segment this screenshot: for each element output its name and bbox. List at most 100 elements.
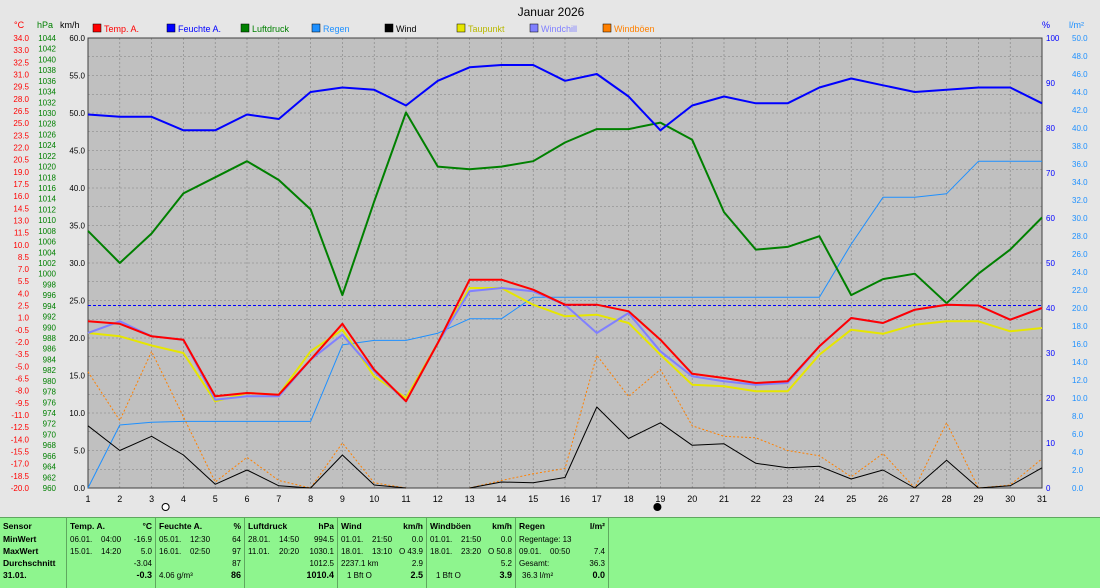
rain-tick-label: 50.0 — [1072, 34, 1088, 43]
x-tick-label: 19 — [655, 494, 665, 504]
hpa-unit: hPa — [37, 20, 53, 30]
rain-title: Regen — [519, 521, 545, 531]
temp-tick-label: 28.0 — [13, 95, 29, 104]
kmh-tick-label: 15.0 — [69, 372, 85, 381]
series-line-windb-en — [87, 351, 1043, 489]
rain-tick-label: 30.0 — [1072, 214, 1088, 223]
rain-current-total: 36.3 l/m² — [522, 571, 554, 580]
x-tick-label: 24 — [814, 494, 824, 504]
rain-current-value: 0.0 — [592, 570, 605, 580]
wind-min-date: 01.01. — [341, 535, 364, 544]
temp-tick-label: 29.5 — [13, 83, 29, 92]
legend-label: Wind — [396, 24, 417, 34]
press-max-value: 1030.1 — [309, 547, 334, 556]
legend-swatch — [456, 23, 466, 33]
series-line-regen — [87, 160, 1042, 489]
legend-swatch — [602, 23, 612, 33]
wind-max-value: 43.9 — [407, 547, 423, 556]
x-tick-label: 7 — [276, 494, 281, 504]
plot-border — [87, 37, 1043, 489]
row-label-max: MaxWert — [3, 546, 39, 556]
hpa-tick-label: 976 — [43, 398, 57, 407]
hpa-tick-label: 1014 — [38, 195, 56, 204]
legend-label: Temp. A. — [104, 24, 139, 34]
pct-tick-label: 100 — [1046, 34, 1060, 43]
temp-tick-label: -3.5 — [15, 350, 29, 359]
hum-current-value: 86 — [230, 570, 241, 580]
x-tick-label: 31 — [1037, 494, 1047, 504]
hpa-tick-label: 992 — [43, 313, 57, 322]
statistics-table: Sensor MinWert MaxWert Durchschnitt 31.0… — [0, 517, 1100, 588]
temp-tick-label: 20.5 — [13, 156, 29, 165]
x-tick-label: 22 — [751, 494, 761, 504]
hpa-tick-label: 1030 — [38, 109, 56, 118]
x-tick-label: 8 — [308, 494, 313, 504]
hpa-tick-label: 1024 — [38, 141, 56, 150]
kmh-tick-label: 40.0 — [69, 184, 85, 193]
x-tick-label: 13 — [465, 494, 475, 504]
temp-min-date: 06.01. — [70, 535, 93, 544]
press-max-date: 11.01. — [248, 547, 270, 556]
pct-tick-label: 30 — [1046, 349, 1055, 358]
x-tick-label: 26 — [878, 494, 888, 504]
hpa-tick-label: 1012 — [38, 205, 56, 214]
hpa-tick-label: 1018 — [38, 173, 56, 182]
x-tick-label: 25 — [846, 494, 856, 504]
rain-tick-label: 12.0 — [1072, 376, 1088, 385]
hpa-tick-label: 980 — [43, 377, 57, 386]
rain-tick-label: 22.0 — [1072, 286, 1088, 295]
temp-tick-label: 8.5 — [18, 253, 30, 262]
rain-tick-label: 2.0 — [1072, 466, 1084, 475]
temp-tick-label: -9.5 — [15, 399, 29, 408]
rain-tick-label: 14.0 — [1072, 358, 1088, 367]
rain-tick-label: 44.0 — [1072, 88, 1088, 97]
temp-tick-label: -5.0 — [15, 362, 29, 371]
x-tick-label: 23 — [783, 494, 793, 504]
temp-tick-label: 11.5 — [14, 229, 30, 238]
gust-max-date: 18.01. — [430, 547, 453, 556]
series-lines — [87, 64, 1043, 489]
temp-tick-label: -17.0 — [11, 460, 30, 469]
press-min-time: 14:50 — [279, 535, 300, 544]
humidity-column: Feuchte A.% 05.01. 12:30 64 16.01. 02:50 97 … — [156, 518, 245, 588]
x-tick-label: 14 — [496, 494, 506, 504]
x-tick-label: 29 — [973, 494, 983, 504]
rain-tick-label: 10.0 — [1072, 394, 1088, 403]
hum-max-value: 97 — [232, 547, 241, 556]
series-line-luftdruck — [87, 111, 1043, 305]
hpa-tick-label: 984 — [43, 355, 57, 364]
x-tick-label: 27 — [910, 494, 920, 504]
x-tick-label: 10 — [369, 494, 379, 504]
temp-tick-label: -8.0 — [15, 387, 29, 396]
rain-max-date: 09.01. — [519, 547, 542, 556]
temp-tick-label: 17.5 — [13, 180, 29, 189]
gust-min-time: 21:50 — [461, 535, 482, 544]
new-moon-icon — [653, 503, 662, 511]
temp-title: Temp. A. — [70, 521, 105, 531]
hpa-tick-label: 988 — [43, 334, 57, 343]
hpa-tick-label: 970 — [43, 430, 57, 439]
rain-tick-label: 0.0 — [1072, 484, 1084, 493]
temp-tick-label: 32.5 — [13, 58, 29, 67]
sensor-column: Sensor MinWert MaxWert Durchschnitt 31.0… — [0, 518, 67, 588]
gust-current-value: 3.9 — [499, 570, 512, 580]
gust-min-date: 01.01. — [430, 535, 453, 544]
wind-current-value: 2.5 — [410, 570, 423, 580]
rain-tick-label: 26.0 — [1072, 250, 1088, 259]
hpa-tick-label: 1028 — [38, 120, 56, 129]
temp-max-date: 15.01. — [70, 547, 93, 556]
hum-min-time: 12:30 — [190, 535, 211, 544]
temp-unit: °C — [14, 20, 25, 30]
temp-tick-label: -20.0 — [11, 484, 30, 493]
temp-tick-label: -12.5 — [11, 423, 30, 432]
hpa-tick-label: 990 — [43, 323, 57, 332]
temp-tick-label: 31.0 — [13, 70, 29, 79]
kmh-tick-label: 5.0 — [74, 447, 86, 456]
x-tick-label: 9 — [340, 494, 345, 504]
kmh-tick-label: 10.0 — [69, 409, 85, 418]
legend-label: Taupunkt — [468, 24, 505, 34]
wind-unit-label: km/h — [403, 521, 423, 531]
pct-tick-label: 10 — [1046, 439, 1055, 448]
x-tick-label: 20 — [687, 494, 697, 504]
row-label-avg: Durchschnitt — [3, 558, 56, 568]
